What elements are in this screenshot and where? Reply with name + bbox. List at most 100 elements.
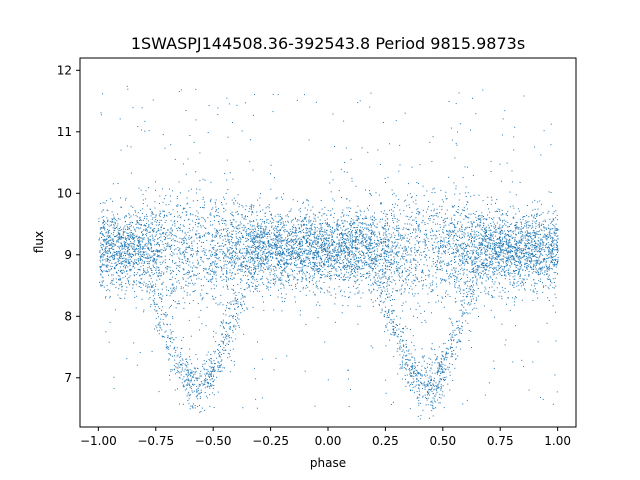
- data-point: [210, 361, 212, 363]
- data-point: [484, 286, 486, 288]
- data-point: [243, 333, 245, 335]
- data-point: [446, 230, 448, 232]
- data-point: [166, 341, 167, 343]
- data-point: [311, 229, 313, 231]
- data-point: [428, 249, 430, 251]
- data-point: [373, 250, 375, 252]
- data-point: [308, 281, 310, 283]
- data-point: [300, 211, 302, 213]
- data-point: [428, 417, 430, 419]
- data-point: [163, 210, 165, 212]
- data-point: [518, 231, 520, 233]
- data-point: [408, 254, 410, 256]
- data-point: [118, 269, 120, 271]
- data-point: [456, 211, 458, 213]
- data-point: [418, 211, 420, 213]
- data-point: [117, 213, 118, 215]
- data-point: [164, 313, 166, 315]
- data-point: [154, 306, 156, 308]
- data-point: [157, 238, 158, 240]
- data-point: [414, 279, 416, 281]
- data-point: [451, 323, 453, 325]
- data-point: [217, 232, 219, 234]
- data-point: [424, 384, 426, 386]
- data-point: [465, 260, 466, 262]
- data-point: [452, 340, 454, 342]
- data-point: [139, 243, 141, 245]
- data-point: [227, 233, 229, 235]
- data-point: [138, 187, 140, 189]
- data-point: [361, 245, 363, 247]
- data-point: [311, 245, 313, 247]
- data-point: [110, 236, 112, 238]
- data-point: [200, 258, 202, 260]
- data-point: [176, 355, 178, 357]
- data-point: [290, 284, 292, 286]
- data-point: [416, 277, 418, 279]
- data-point: [486, 219, 487, 221]
- data-point: [319, 262, 321, 264]
- data-point: [431, 289, 433, 291]
- data-point: [232, 225, 233, 227]
- data-point: [487, 265, 489, 267]
- data-point: [141, 248, 143, 250]
- data-point: [253, 262, 255, 264]
- data-point: [404, 112, 406, 114]
- data-point: [272, 111, 274, 113]
- data-point: [314, 266, 316, 268]
- data-point: [490, 234, 492, 236]
- data-point: [337, 226, 339, 228]
- data-point: [466, 253, 468, 255]
- data-point: [324, 222, 326, 224]
- data-point: [486, 276, 488, 278]
- data-point: [320, 244, 321, 246]
- data-point: [409, 373, 411, 375]
- data-point: [350, 238, 352, 240]
- data-point: [157, 230, 159, 231]
- data-point: [148, 226, 150, 228]
- data-point: [425, 234, 427, 236]
- data-point: [425, 368, 427, 370]
- data-point: [496, 253, 498, 254]
- data-point: [162, 210, 164, 212]
- data-point: [546, 238, 548, 240]
- data-point: [440, 384, 442, 386]
- data-point: [231, 214, 233, 216]
- data-point: [329, 257, 331, 259]
- data-point: [342, 209, 344, 211]
- data-point: [553, 262, 555, 263]
- data-point: [123, 246, 125, 248]
- data-point: [183, 242, 185, 244]
- data-point: [441, 280, 443, 282]
- data-point: [358, 236, 360, 238]
- data-point: [131, 232, 133, 233]
- data-point: [427, 384, 429, 386]
- data-point: [407, 382, 409, 384]
- data-point: [538, 280, 540, 282]
- data-point: [262, 262, 264, 264]
- data-point: [485, 232, 486, 234]
- data-point: [233, 315, 234, 317]
- data-point: [557, 250, 559, 252]
- data-point: [224, 220, 226, 221]
- data-point: [241, 205, 243, 206]
- data-point: [536, 272, 538, 274]
- data-point: [508, 251, 510, 253]
- data-point: [159, 321, 161, 323]
- data-point: [303, 218, 305, 220]
- data-point: [314, 270, 315, 272]
- data-point: [225, 322, 227, 324]
- data-point: [183, 384, 185, 386]
- data-point: [178, 181, 180, 183]
- data-point: [352, 240, 354, 242]
- data-point: [213, 288, 215, 290]
- data-point: [116, 252, 117, 254]
- data-point: [294, 296, 296, 298]
- data-point: [404, 374, 406, 376]
- data-point: [548, 274, 550, 276]
- data-point: [345, 242, 347, 244]
- data-point: [328, 254, 330, 256]
- data-point: [418, 372, 420, 374]
- data-point: [171, 289, 173, 291]
- data-point: [347, 369, 349, 371]
